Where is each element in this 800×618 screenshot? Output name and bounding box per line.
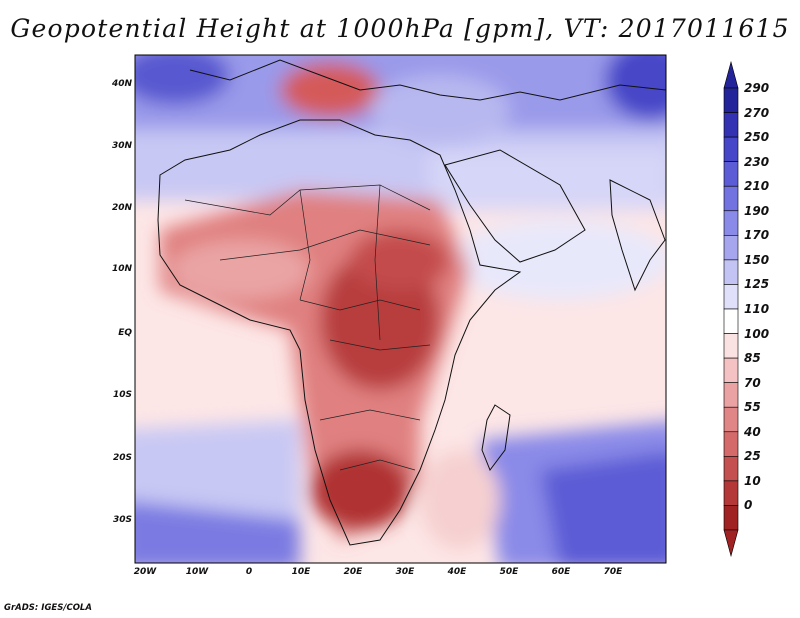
lat-tick-label: 20S [112, 453, 132, 463]
india-coastline [609, 179, 666, 292]
colorbar-label: 110 [744, 302, 770, 316]
colorbar-swatch [723, 357, 739, 383]
colorbar-swatch [723, 284, 739, 310]
colorbar-label: 125 [744, 277, 770, 292]
colorbar-label: 0 [744, 498, 753, 513]
lon-tick-label: 10W [185, 567, 209, 577]
colorbar-label: 230 [744, 154, 770, 169]
map-title: Geopotential Height at 1000hPa [gpm], VT… [10, 14, 790, 43]
lon-tick-label: 40E [447, 567, 467, 577]
colorbar-swatch [723, 308, 739, 334]
colorbar-swatch [723, 161, 739, 187]
lon-tick-label: 10E [291, 567, 311, 577]
colorbar-bottom-arrow [723, 529, 739, 558]
lat-tick-label: 30S [112, 515, 132, 525]
madagascar-coastline [481, 404, 511, 472]
lat-tick-label: 10S [112, 390, 132, 400]
arabia-coastline [444, 149, 586, 263]
lat-tick-label: 10N [111, 264, 132, 274]
colorbar-swatch [723, 112, 739, 138]
height-field [135, 55, 666, 563]
colorbar-label: 170 [744, 228, 770, 243]
credit-text: GrADS: IGES/COLA [4, 603, 92, 613]
lon-tick-label: 50E [499, 567, 519, 577]
colorbar-swatch [723, 505, 739, 531]
colorbar-swatch [723, 136, 739, 162]
lat-tick-label: 40N [111, 79, 132, 89]
lon-tick-label: 20W [133, 567, 157, 577]
colorbar-swatch [723, 431, 739, 457]
colorbar-swatch [723, 480, 739, 506]
lon-tick-label: 20E [343, 567, 363, 577]
colorbar-label: 70 [744, 375, 761, 390]
colorbar-label: 210 [744, 179, 770, 194]
colorbar-label: 10 [744, 473, 761, 488]
colorbar-swatch [723, 87, 739, 113]
colorbar-label: 290 [744, 81, 770, 95]
colorbar-label: 40 [744, 424, 761, 439]
colorbar-label: 55 [744, 400, 761, 415]
lat-tick-label: EQ [118, 328, 132, 338]
colorbar-label: 25 [744, 449, 761, 464]
lon-tick-label: 60E [551, 567, 571, 577]
colorbar-label: 190 [744, 203, 770, 218]
colorbar-swatch [723, 382, 739, 408]
colorbar-swatch [723, 259, 739, 285]
lon-tick-label: 30E [395, 567, 415, 577]
lon-tick-label: 0 [245, 567, 253, 577]
colorbar-label: 85 [744, 351, 761, 366]
lat-tick-label: 20N [111, 203, 132, 213]
lon-tick-label: 70E [603, 567, 623, 577]
africa-coastline [157, 119, 522, 546]
colorbar-label: 100 [744, 326, 770, 341]
colorbar [723, 60, 739, 558]
colorbar-label: 270 [744, 105, 770, 120]
colorbar-swatch [723, 235, 739, 261]
colorbar-swatch [723, 406, 739, 433]
colorbar-swatch [723, 185, 739, 212]
colorbar-swatch [723, 210, 739, 236]
colorbar-swatch [723, 333, 739, 359]
europe-coastline [189, 59, 666, 101]
colorbar-label: 250 [744, 130, 770, 145]
colorbar-top-arrow [723, 60, 739, 89]
lat-tick-label: 30N [111, 141, 132, 151]
colorbar-swatch [723, 456, 739, 482]
colorbar-label: 150 [744, 252, 770, 267]
